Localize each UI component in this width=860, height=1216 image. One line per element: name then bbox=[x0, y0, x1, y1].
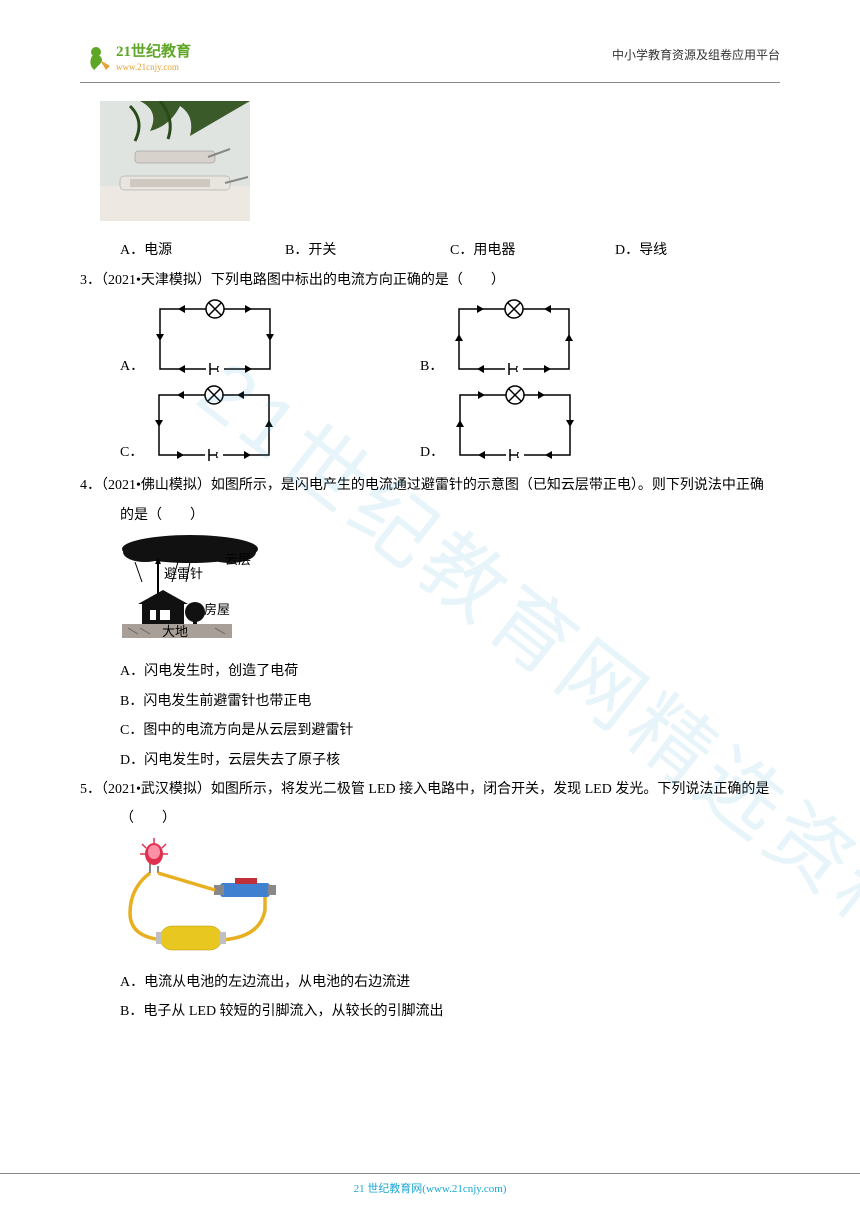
q2-option-d: D．导线 bbox=[615, 236, 780, 265]
rod-label: 避雷针 bbox=[164, 566, 203, 581]
q3-row1: A． B． bbox=[80, 299, 780, 381]
q4-stem2: 的是（ ） bbox=[80, 501, 780, 530]
q2-image bbox=[100, 101, 780, 232]
q3-label-d: D． bbox=[420, 438, 444, 467]
q3-row2: C． D． bbox=[80, 385, 780, 467]
circuit-d-diagram bbox=[450, 385, 580, 467]
house-label: 房屋 bbox=[204, 602, 230, 617]
q4-image: 云层 避雷针 房屋 大地 bbox=[120, 534, 780, 653]
q3-stem: 3．（2021•天津模拟）下列电路图中标出的电流方向正确的是（ ） bbox=[108, 266, 780, 295]
q5-stem: 5．（2021•武汉模拟）如图所示，将发光二极管 LED 接入电路中，闭合开关，… bbox=[108, 775, 780, 804]
header-right-text: 中小学教育资源及组卷应用平台 bbox=[612, 46, 780, 63]
content: A．电源 B．开关 C．用电器 D．导线 3．（2021•天津模拟）下列电路图中… bbox=[80, 101, 780, 1027]
q3-label-b: B． bbox=[420, 352, 443, 381]
q4-stem: 4．（2021•佛山模拟）如图所示，是闪电产生的电流通过避雷针的示意图（已知云层… bbox=[108, 471, 780, 500]
q2-option-b: B．开关 bbox=[285, 236, 450, 265]
logo: 21世纪教育 www.21cnjy.com bbox=[80, 40, 210, 76]
q4-option-c: C．图中的电流方向是从云层到避雷针 bbox=[80, 716, 780, 745]
svg-text:21世纪教育: 21世纪教育 bbox=[116, 42, 191, 60]
q2-options: A．电源 B．开关 C．用电器 D．导线 bbox=[80, 236, 780, 265]
q4-option-d: D．闪电发生时，云层失去了原子核 bbox=[80, 746, 780, 775]
q3-label-c: C． bbox=[120, 438, 143, 467]
q5-stem2: （ ） bbox=[80, 804, 780, 833]
page-header: 21世纪教育 www.21cnjy.com 中小学教育资源及组卷应用平台 bbox=[80, 40, 780, 83]
q4-option-b: B．闪电发生前避雷针也带正电 bbox=[80, 687, 780, 716]
cloud-label: 云层 bbox=[225, 552, 251, 567]
circuit-c-diagram bbox=[149, 385, 279, 467]
q2-option-a: A．电源 bbox=[120, 236, 285, 265]
q4-option-a: A．闪电发生时，创造了电荷 bbox=[80, 657, 780, 686]
earth-label: 大地 bbox=[162, 624, 188, 639]
q2-option-c: C．用电器 bbox=[450, 236, 615, 265]
q5-image bbox=[120, 838, 780, 964]
circuit-b-diagram bbox=[449, 299, 579, 381]
circuit-a-diagram bbox=[150, 299, 280, 381]
footer: 21 世纪教育网(www.21cnjy.com) bbox=[0, 1173, 860, 1196]
q5-option-a: A．电流从电池的左边流出，从电池的右边流进 bbox=[80, 968, 780, 997]
q3-label-a: A． bbox=[120, 352, 144, 381]
q5-option-b: B．电子从 LED 较短的引脚流入，从较长的引脚流出 bbox=[80, 997, 780, 1026]
svg-text:www.21cnjy.com: www.21cnjy.com bbox=[116, 62, 179, 72]
